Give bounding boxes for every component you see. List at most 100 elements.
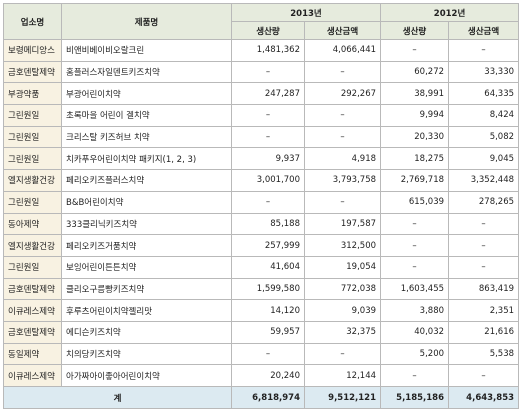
value-cell: – bbox=[448, 39, 520, 62]
table-row: 엘지생활건강 페리오키즈플러스치약 3,001,700 3,793,758 2,769,… bbox=[3, 169, 520, 192]
company-cell: 동아제약 bbox=[3, 212, 62, 236]
value-cell: 32,375 bbox=[303, 320, 382, 344]
value-cell: 3,352,448 bbox=[448, 169, 520, 192]
value-cell: – bbox=[303, 60, 382, 84]
product-cell: 페리오키즈거품치약 bbox=[61, 234, 232, 257]
value-cell: 3,880 bbox=[380, 299, 450, 322]
company-cell: 그린원일 bbox=[3, 147, 62, 171]
company-cell: 금호덴탈제약 bbox=[3, 277, 62, 301]
company-cell: 금호덴탈제약 bbox=[3, 60, 62, 84]
product-cell: B&B어린이치약 bbox=[61, 190, 232, 214]
table-row: 동일제약 치의당키즈치약 – –5,200 5,538 bbox=[3, 342, 520, 366]
total-value: 4,643,853 bbox=[448, 386, 520, 409]
product-cell: 페리오키즈플러스치약 bbox=[61, 169, 232, 192]
table-row: 그린원일 보잉어린이튼튼치약 41,604 19,054– – bbox=[3, 255, 520, 279]
company-cell: 엘지생활건강 bbox=[3, 169, 62, 192]
value-cell: 12,144 bbox=[303, 364, 382, 387]
value-cell: 1,481,362 bbox=[231, 39, 305, 62]
company-cell: 그린원일 bbox=[3, 125, 62, 149]
value-cell: 18,275 bbox=[380, 147, 450, 171]
table-row: 금호덴탈제약 홈플러스자일덴트키즈치약 – –60,272 33,330 bbox=[3, 60, 520, 84]
product-cell: 333클리닉키즈치약 bbox=[61, 212, 232, 236]
header-cell: 생산량 bbox=[231, 21, 305, 40]
value-cell: 64,335 bbox=[448, 82, 520, 106]
table-row: 부광약품 부광어린이치약 247,287 292,267 38,991 64,335 bbox=[3, 82, 520, 106]
value-cell: 3,001,700 bbox=[231, 169, 305, 192]
company-cell: 동일제약 bbox=[3, 342, 62, 366]
product-cell: 보잉어린이튼튼치약 bbox=[61, 255, 232, 279]
value-cell: – bbox=[380, 255, 450, 279]
value-cell: – bbox=[303, 342, 382, 366]
value-cell: 278,265 bbox=[448, 190, 520, 214]
value-cell: – bbox=[448, 212, 520, 236]
table-row: 그린원일 크리스탈 키즈허브 치약 – –20,330 5,082 bbox=[3, 125, 520, 149]
header-cell: 제품명 bbox=[61, 3, 232, 40]
value-cell: 2,351 bbox=[448, 299, 520, 322]
company-cell: 그린원일 bbox=[3, 255, 62, 279]
header-cell: 생산량 bbox=[380, 21, 450, 40]
table-header: 업소명 제품명 2013년 2012년 생산량 생산금액 생산량 생산금액 bbox=[3, 3, 520, 40]
product-cell: 치카푸우어린이치약 패키지(1, 2, 3) bbox=[61, 147, 232, 171]
product-cell: 크리스탈 키즈허브 치약 bbox=[61, 125, 232, 149]
total-row: 계 6,818,974 9,512,121 5,185,186 4,643,853 bbox=[3, 386, 520, 409]
total-value: 6,818,974 bbox=[231, 386, 305, 409]
table-row: 엘지생활건강 페리오키즈거품치약 257,999 312,500– – bbox=[3, 234, 520, 257]
table-row: 그린원일 초록마을 어린이 겔치약 – –9,994 8,424 bbox=[3, 104, 520, 127]
value-cell: 14,120 bbox=[231, 299, 305, 322]
company-cell: 그린원일 bbox=[3, 104, 62, 127]
value-cell: 21,616 bbox=[448, 320, 520, 344]
value-cell: 59,957 bbox=[231, 320, 305, 344]
value-cell: 5,200 bbox=[380, 342, 450, 366]
value-cell: 9,039 bbox=[303, 299, 382, 322]
value-cell: 615,039 bbox=[380, 190, 450, 214]
value-cell: 772,038 bbox=[303, 277, 382, 301]
value-cell: 19,054 bbox=[303, 255, 382, 279]
product-cell: 아가짜아이좋아어린이치약 bbox=[61, 364, 232, 387]
table-row: 이큐레스제약 후루츠어린이치약젤리맛 14,120 9,039 3,880 2,351 bbox=[3, 299, 520, 322]
value-cell: 9,045 bbox=[448, 147, 520, 171]
product-cell: 초록마을 어린이 겔치약 bbox=[61, 104, 232, 127]
header-cell: 2012년 bbox=[380, 3, 520, 22]
value-cell: 4,066,441 bbox=[303, 39, 382, 62]
value-cell: – bbox=[380, 212, 450, 236]
value-cell: 33,330 bbox=[448, 60, 520, 84]
value-cell: 312,500 bbox=[303, 234, 382, 257]
value-cell: 4,918 bbox=[303, 147, 382, 171]
product-cell: 치의당키즈치약 bbox=[61, 342, 232, 366]
value-cell: 9,937 bbox=[231, 147, 305, 171]
value-cell: – bbox=[380, 364, 450, 387]
table-row: 그린원일 B&B어린이치약 – –615,039 278,265 bbox=[3, 190, 520, 214]
value-cell: – bbox=[380, 234, 450, 257]
value-cell: 863,419 bbox=[448, 277, 520, 301]
header-row: 생산량 생산금액 생산량 생산금액 bbox=[4, 21, 520, 40]
table-row: 금호덴탈제약 에디슨키즈치약 59,957 32,375 40,032 21,616 bbox=[3, 320, 520, 344]
value-cell: – bbox=[231, 342, 305, 366]
value-cell: 9,994 bbox=[380, 104, 450, 127]
company-cell: 그린원일 bbox=[3, 190, 62, 214]
product-cell: 부광어린이치약 bbox=[61, 82, 232, 106]
value-cell: 40,032 bbox=[380, 320, 450, 344]
value-cell: 8,424 bbox=[448, 104, 520, 127]
product-cell: 홈플러스자일덴트키즈치약 bbox=[61, 60, 232, 84]
company-cell: 부광약품 bbox=[3, 82, 62, 106]
table-row: 동아제약 333클리닉키즈치약 85,188 197,587– – bbox=[3, 212, 520, 236]
header-cell: 2013년 bbox=[230, 3, 382, 22]
value-cell: – bbox=[231, 104, 305, 127]
header-cell: 업소명 bbox=[3, 3, 62, 40]
product-cell: 비앤비베이비오랄크린 bbox=[61, 39, 232, 62]
company-cell: 금호덴탈제약 bbox=[3, 320, 62, 344]
value-cell: – bbox=[380, 39, 450, 62]
value-cell: – bbox=[303, 125, 382, 149]
table-row: 금호덴탈제약 클리오구름빵키즈치약 1,599,580 772,038 1,603,45… bbox=[3, 277, 520, 301]
total-value: 5,185,186 bbox=[380, 386, 450, 409]
product-cell: 후루츠어린이치약젤리맛 bbox=[61, 299, 232, 322]
value-cell: – bbox=[303, 104, 382, 127]
value-cell: – bbox=[231, 190, 305, 214]
value-cell: 20,240 bbox=[231, 364, 305, 387]
value-cell: 247,287 bbox=[231, 82, 305, 106]
value-cell: – bbox=[231, 125, 305, 149]
total-value: 9,512,121 bbox=[303, 386, 382, 409]
header-cell: 생산금액 bbox=[303, 21, 382, 40]
